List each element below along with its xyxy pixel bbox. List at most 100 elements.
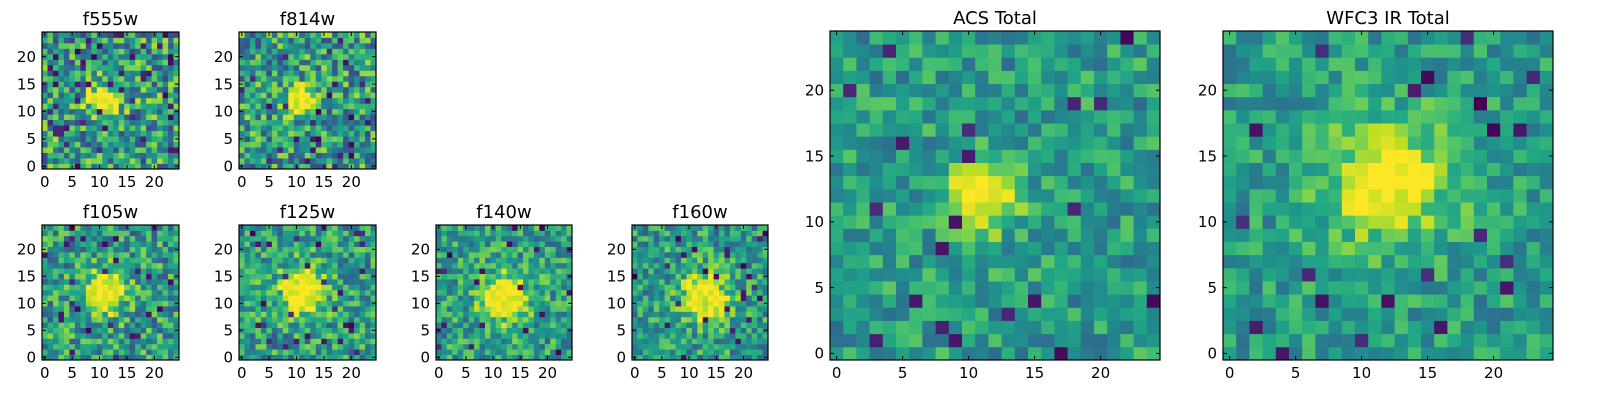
heatmap-cell [365, 53, 371, 60]
heatmap-cell [107, 327, 114, 334]
heatmap-cell [244, 289, 251, 296]
heatmap-cell [484, 322, 491, 328]
heatmap-cell [1133, 96, 1148, 111]
heatmap-cell [1407, 320, 1422, 335]
heatmap-cell [80, 75, 87, 82]
heatmap-cell [1302, 294, 1316, 308]
heatmap-cell [1094, 70, 1108, 85]
heatmap-cell [484, 300, 491, 307]
heatmap-cell [255, 37, 262, 44]
x-tick-label: 5 [264, 364, 274, 382]
heatmap-cell [1028, 83, 1042, 98]
heatmap-cell [135, 48, 142, 55]
heatmap-cell [293, 322, 300, 328]
heatmap-cell [118, 327, 125, 334]
heatmap-cell [359, 273, 366, 280]
heatmap-cell [354, 235, 360, 242]
heatmap-cell [310, 235, 317, 242]
heatmap-cell [124, 235, 131, 242]
heatmap-cell [544, 241, 551, 247]
heatmap-cell [555, 284, 562, 291]
panel-title: f160w [672, 202, 727, 223]
heatmap-cell [501, 241, 508, 247]
heatmap-cell [746, 322, 753, 328]
heatmap-cell [146, 59, 152, 66]
heatmap-cell [365, 70, 371, 77]
heatmap-cell [1302, 333, 1316, 348]
heatmap-cell [129, 327, 136, 334]
heatmap-cell [310, 75, 317, 82]
heatmap-cell [1407, 149, 1422, 163]
heatmap-cell [102, 252, 109, 258]
heatmap-cell [74, 338, 81, 345]
heatmap-cell [282, 37, 289, 44]
heatmap-cell [1028, 188, 1042, 203]
heatmap-cell [1355, 254, 1369, 269]
heatmap-cell [354, 147, 360, 153]
heatmap-cell [670, 327, 676, 334]
heatmap-cell [244, 103, 251, 110]
heatmap-cell [244, 136, 251, 142]
heatmap-cell [1120, 109, 1134, 124]
heatmap-cell [239, 306, 245, 312]
heatmap-cell [935, 136, 950, 150]
heatmap-cell [271, 289, 278, 296]
heatmap-cell [293, 268, 300, 274]
heatmap-cell [244, 37, 251, 44]
y-tick-label: 15 [17, 75, 36, 93]
heatmap-cell [239, 289, 245, 296]
heatmap-cell [555, 311, 562, 318]
heatmap-cell [648, 354, 655, 361]
heatmap-cell [129, 70, 136, 77]
heatmap-cell [293, 97, 300, 104]
heatmap-cell [74, 284, 81, 291]
heatmap-cell [642, 300, 649, 307]
heatmap-cell [697, 327, 704, 334]
heatmap-cell [74, 316, 81, 323]
heatmap-cell [1001, 333, 1016, 348]
heatmap-cell [1394, 149, 1409, 163]
heatmap-cell [146, 284, 152, 291]
heatmap-cell [337, 81, 344, 88]
heatmap-cell [648, 262, 655, 269]
heatmap-cell [457, 306, 464, 312]
heatmap-cell [80, 284, 87, 291]
heatmap-cell [988, 109, 1002, 124]
heatmap-cell [168, 333, 174, 339]
heatmap-cell [277, 48, 284, 55]
heatmap-cell [260, 289, 267, 296]
heatmap-cell [1275, 188, 1290, 203]
heatmap-cell [47, 279, 54, 285]
heatmap-cell [975, 241, 989, 256]
heatmap-cell [146, 163, 152, 170]
heatmap-cell [566, 316, 573, 323]
heatmap-cell [637, 354, 644, 361]
heatmap-cell [354, 163, 360, 170]
heatmap-cell [740, 273, 747, 280]
heatmap-cell [354, 289, 360, 296]
heatmap-cell [479, 322, 486, 328]
heatmap-cell [91, 349, 98, 355]
heatmap-cell [1054, 241, 1068, 256]
heatmap-cell [648, 225, 655, 231]
heatmap-cell [315, 225, 322, 231]
heatmap-cell [751, 230, 758, 237]
heatmap-cell [869, 70, 884, 85]
heatmap-cell [96, 158, 103, 164]
heatmap-cell [1001, 109, 1016, 124]
heatmap-cell [1014, 267, 1029, 282]
heatmap-cell [1041, 228, 1055, 242]
heatmap-cell [343, 252, 349, 258]
heatmap-cell [168, 103, 174, 110]
heatmap-cell [757, 252, 763, 258]
heatmap-cell [52, 338, 59, 345]
heatmap-cell [151, 103, 158, 110]
heatmap-cell [1368, 320, 1382, 335]
heatmap-cell [1054, 175, 1068, 190]
heatmap-cell [1302, 267, 1316, 282]
heatmap-cell [675, 333, 682, 339]
heatmap-cell [670, 235, 676, 242]
y-tick-label: 15 [214, 268, 233, 286]
heatmap-cell [113, 246, 120, 253]
heatmap-cell [484, 338, 491, 345]
